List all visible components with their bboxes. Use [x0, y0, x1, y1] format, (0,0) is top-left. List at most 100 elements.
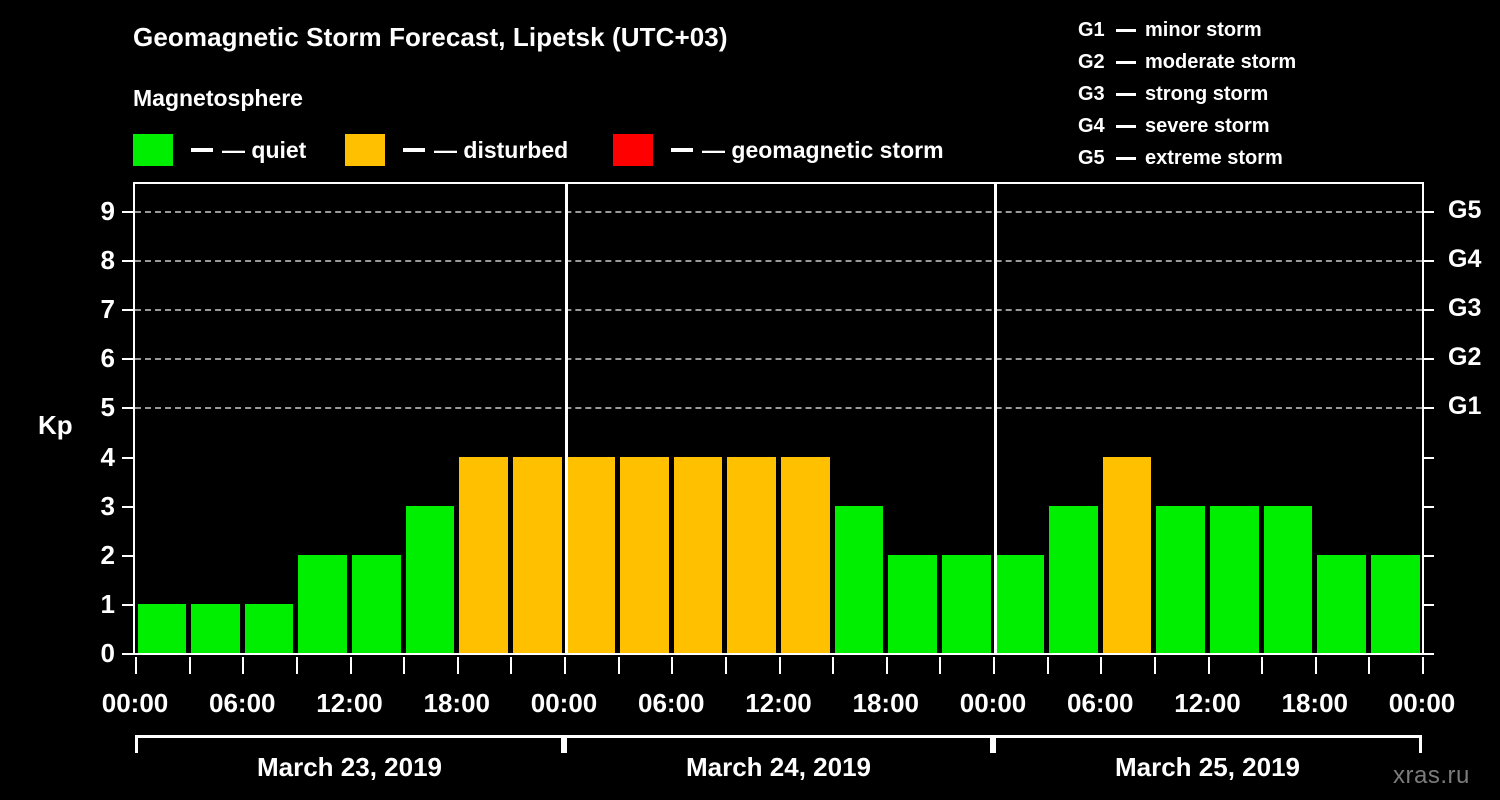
y-tick-mark [122, 407, 133, 410]
date-bracket [993, 735, 1422, 753]
bar [834, 505, 884, 653]
g-scale-legend: G1 minor storm G2 moderate storm G3 strong st… [1078, 14, 1296, 174]
bar [620, 456, 669, 653]
g-scale-row-g5: G5 extreme storm [1078, 142, 1296, 174]
y-axis-title: Kp [38, 410, 73, 440]
plot-area [133, 182, 1424, 655]
y-tick-label-9: 9 [100, 196, 115, 226]
x-tick-label: 18:00 [852, 688, 920, 718]
x-tick-mark [617, 657, 620, 674]
g-scale-row-g4: G4 severe storm [1078, 110, 1296, 142]
x-tick-mark [1100, 657, 1103, 674]
legend-label-quiet: — quiet [222, 136, 307, 163]
bar [995, 554, 1045, 653]
date-bracket-end [135, 735, 138, 753]
bar [1102, 456, 1152, 653]
g-axis-label-g1: G1 [1448, 392, 1482, 421]
y-tick-label-3: 3 [100, 490, 115, 521]
x-tick-mark [671, 657, 674, 674]
right-tick-mark [1424, 653, 1434, 655]
date-bracket-end [993, 735, 996, 753]
bar [888, 554, 937, 653]
bar [1210, 505, 1259, 653]
bar [352, 554, 401, 653]
legend-dash-icon [671, 148, 693, 152]
g-scale-description: severe storm [1145, 114, 1270, 137]
date-label: March 25, 2019 [1114, 752, 1300, 782]
g-scale-code: G5 [1078, 146, 1105, 169]
bar [781, 456, 830, 653]
g-scale-dash-icon [1116, 92, 1136, 96]
bar [191, 603, 240, 653]
x-tick-label: 12:00 [316, 688, 383, 718]
bar [1263, 505, 1313, 653]
date-bracket-line [135, 735, 564, 738]
legend-label-disturbed: — disturbed [434, 136, 569, 163]
date-bracket-end [990, 735, 993, 753]
gridline-kp-6 [135, 358, 1422, 361]
y-tick-label-4: 4 [100, 441, 115, 472]
right-tick-mark [1424, 603, 1434, 606]
gridlines [135, 184, 1422, 653]
legend-swatch-quiet [133, 134, 173, 166]
chart-subtitle: Magnetosphere [133, 85, 303, 111]
y-tick-label-0: 0 [100, 638, 115, 668]
y-tick-mark [122, 505, 133, 508]
right-tick-mark [1424, 407, 1434, 410]
bar [298, 554, 347, 653]
bar [459, 456, 508, 653]
g-scale-description: moderate storm [1145, 50, 1297, 73]
g-axis-label-g3: G3 [1448, 294, 1482, 323]
y-tick-mark [122, 603, 133, 606]
x-tick-label: 12:00 [745, 688, 812, 718]
day-separator [564, 184, 568, 653]
g-scale-description: extreme storm [1145, 146, 1283, 169]
bar-series [135, 184, 1422, 653]
x-tick-mark [564, 657, 566, 674]
bar [405, 505, 455, 653]
gridline-kp-8 [135, 260, 1422, 263]
x-tick-mark [188, 657, 191, 674]
legend-swatch-geomagnetic-storm [613, 134, 653, 166]
x-tick-mark [832, 657, 835, 674]
x-tick-mark [295, 657, 298, 674]
g-scale-description: minor storm [1145, 18, 1262, 41]
x-tick-label: 12:00 [1174, 688, 1241, 718]
x-tick-label: 00:00 [101, 688, 169, 718]
legend-item-disturbed: — disturbed [345, 133, 568, 167]
g-scale-dash-icon [1116, 28, 1136, 32]
date-bracket-end [564, 735, 567, 753]
bar [941, 554, 991, 653]
gridline-kp-9 [135, 211, 1422, 213]
x-tick-mark [724, 657, 727, 674]
y-tick-mark [122, 260, 133, 263]
x-tick-label: 00:00 [1388, 688, 1456, 718]
right-tick-mark [1424, 456, 1434, 459]
y-tick-mark [122, 309, 133, 312]
date-bracket [135, 735, 564, 753]
legend-swatch-disturbed [345, 134, 385, 166]
bar [1156, 505, 1205, 653]
x-tick-mark [510, 657, 513, 674]
legend-dash-icon [191, 148, 213, 152]
x-tick-mark [1207, 657, 1210, 674]
y-tick-mark [122, 653, 133, 655]
bar [727, 456, 776, 653]
date-label: March 23, 2019 [256, 752, 442, 782]
page-title: Geomagnetic Storm Forecast, Lipetsk (UTC… [133, 22, 728, 52]
legend-label-geomagnetic-storm: — geomagnetic storm [702, 136, 944, 163]
x-tick-label: 18:00 [423, 688, 491, 718]
x-tick-mark [1368, 657, 1371, 674]
gridline-kp-7 [135, 309, 1422, 312]
legend-dash-icon [403, 148, 425, 152]
bar [1317, 554, 1366, 653]
x-tick-mark [1261, 657, 1264, 674]
g-scale-code: G4 [1078, 114, 1105, 137]
g-scale-dash-icon [1116, 156, 1136, 160]
y-tick-label-6: 6 [100, 343, 115, 374]
y-tick-label-1: 1 [100, 588, 115, 619]
y-tick-label-7: 7 [100, 294, 115, 325]
g-axis-label-g2: G2 [1448, 343, 1482, 372]
g-scale-dash-icon [1116, 60, 1136, 64]
